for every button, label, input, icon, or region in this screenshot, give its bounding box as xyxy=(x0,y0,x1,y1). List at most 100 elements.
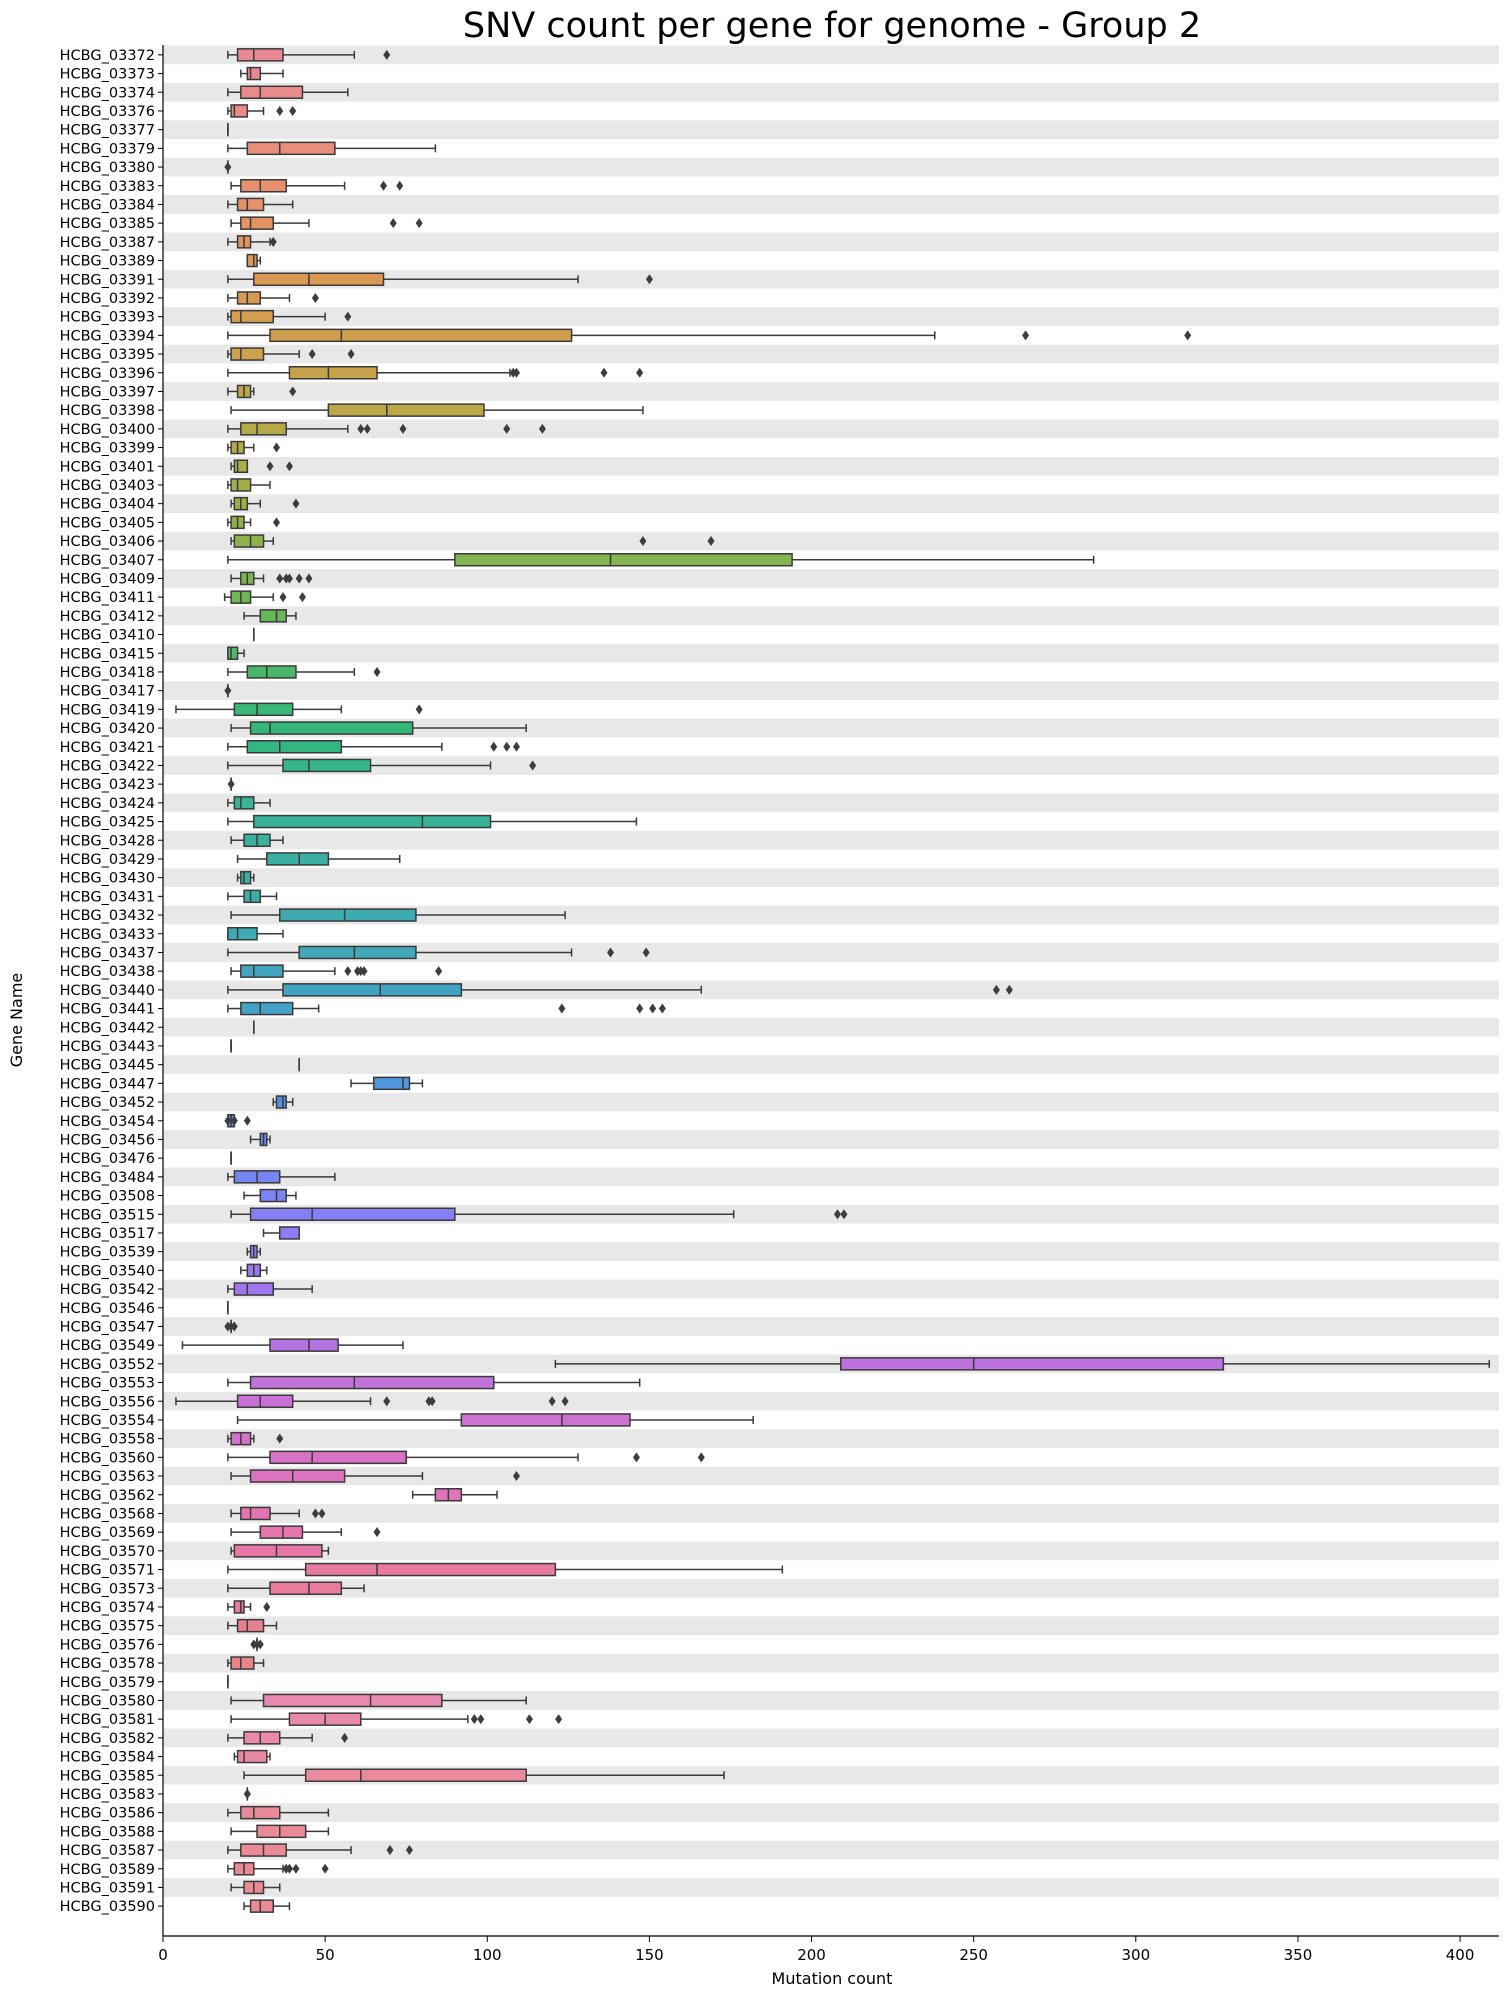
row-band xyxy=(163,1504,1499,1523)
y-tick-label: HCBG_03395 xyxy=(60,347,155,363)
outlier-point xyxy=(243,1115,251,1126)
box xyxy=(839,1357,1225,1371)
row-band xyxy=(163,1017,1499,1037)
box-group xyxy=(227,1170,336,1184)
box xyxy=(246,740,343,754)
y-tick-label: HCBG_03410 xyxy=(60,628,155,644)
box xyxy=(253,814,492,829)
outlier-point xyxy=(435,966,443,977)
y-tick-label: HCBG_03585 xyxy=(60,1768,155,1784)
box xyxy=(227,646,239,660)
outlier-point xyxy=(373,666,381,677)
y-tick-label: HCBG_03571 xyxy=(60,1563,155,1579)
y-tick-label: HCBG_03588 xyxy=(60,1824,155,1840)
box-group xyxy=(227,758,537,773)
y-tick-label: HCBG_03583 xyxy=(60,1787,155,1803)
y-tick-label: HCBG_03376 xyxy=(60,104,155,120)
box xyxy=(236,1618,265,1633)
box-group xyxy=(230,179,404,193)
outlier-point xyxy=(256,1639,264,1650)
y-tick-label: HCBG_03407 xyxy=(60,553,155,569)
outlier-point xyxy=(344,311,352,322)
outlier-point xyxy=(298,592,306,603)
y-tick-label: HCBG_03578 xyxy=(60,1656,155,1672)
y-tick-label: HCBG_03582 xyxy=(60,1731,155,1747)
y-tick-label: HCBG_03591 xyxy=(60,1880,155,1896)
outlier-point xyxy=(405,1845,413,1856)
box-group xyxy=(411,1488,498,1502)
box-group xyxy=(227,740,520,754)
row-band xyxy=(163,1653,1499,1673)
y-tick-label: HCBG_03568 xyxy=(60,1506,155,1522)
box-group xyxy=(240,1263,268,1278)
outlier-point xyxy=(707,536,715,547)
box-group xyxy=(227,422,546,436)
y-tick-label: HCBG_03404 xyxy=(60,497,155,513)
axes-layer xyxy=(162,45,1499,1937)
y-tick-label: HCBG_03387 xyxy=(60,235,155,251)
outlier-point xyxy=(396,180,404,191)
y-tick-label: HCBG_03580 xyxy=(60,1693,155,1709)
y-tick-label: HCBG_03546 xyxy=(60,1301,155,1317)
box-group xyxy=(236,1413,754,1427)
row-band xyxy=(163,45,1499,65)
box xyxy=(304,1768,527,1782)
box xyxy=(240,1506,271,1521)
outlier-point xyxy=(269,236,277,247)
outlier-point xyxy=(344,966,352,977)
box-group xyxy=(230,1525,381,1539)
box-group xyxy=(230,833,284,847)
box-group xyxy=(240,66,284,81)
y-tick-label: HCBG_03456 xyxy=(60,1132,155,1148)
outlier-point xyxy=(285,461,293,472)
row-band xyxy=(163,232,1499,252)
box-group xyxy=(227,384,297,399)
box-group xyxy=(181,1338,404,1352)
outlier-point xyxy=(555,1714,563,1725)
outlier-point xyxy=(415,218,423,229)
box-group xyxy=(227,945,650,960)
outlier-point xyxy=(276,1433,284,1444)
row-band xyxy=(163,456,1499,476)
box xyxy=(236,1394,294,1408)
outlier-point xyxy=(227,779,235,790)
y-tick-label: HCBG_03554 xyxy=(60,1413,155,1429)
box-group xyxy=(227,927,284,941)
box-group xyxy=(227,366,644,380)
box-group xyxy=(230,1824,330,1839)
box-group xyxy=(223,590,306,604)
outlier-point xyxy=(266,461,274,472)
box xyxy=(278,1226,300,1240)
outlier-point xyxy=(992,984,1000,995)
box-group xyxy=(227,1618,278,1633)
row-band xyxy=(163,681,1499,700)
x-tick-label: 50 xyxy=(316,1946,335,1964)
box xyxy=(233,702,294,717)
row-band xyxy=(163,1429,1499,1448)
box xyxy=(233,459,249,473)
outlier-point xyxy=(383,1396,391,1407)
box xyxy=(454,553,793,567)
y-tick-label: HCBG_03558 xyxy=(60,1432,155,1448)
y-tick-label: HCBG_03440 xyxy=(60,983,155,999)
outlier-point xyxy=(490,741,498,752)
y-tick-label: HCBG_03418 xyxy=(60,665,155,681)
y-tick-label: HCBG_03484 xyxy=(60,1170,155,1186)
box-group xyxy=(243,1899,291,1913)
y-tick-label: HCBG_03454 xyxy=(60,1114,155,1130)
box xyxy=(278,908,417,922)
box-group xyxy=(227,347,355,361)
box xyxy=(262,1693,443,1708)
box-group xyxy=(227,553,1095,567)
outlier-point xyxy=(311,292,319,303)
box-group xyxy=(227,141,437,156)
row-band xyxy=(163,1803,1499,1822)
row-band xyxy=(163,1167,1499,1187)
row-band xyxy=(163,1092,1499,1112)
outlier-point xyxy=(389,218,397,229)
y-tick-label: HCBG_03569 xyxy=(60,1525,155,1541)
box-group xyxy=(236,870,255,885)
outlier-point xyxy=(632,1452,640,1463)
y-tick-label: HCBG_03549 xyxy=(60,1338,155,1354)
box xyxy=(246,66,262,81)
